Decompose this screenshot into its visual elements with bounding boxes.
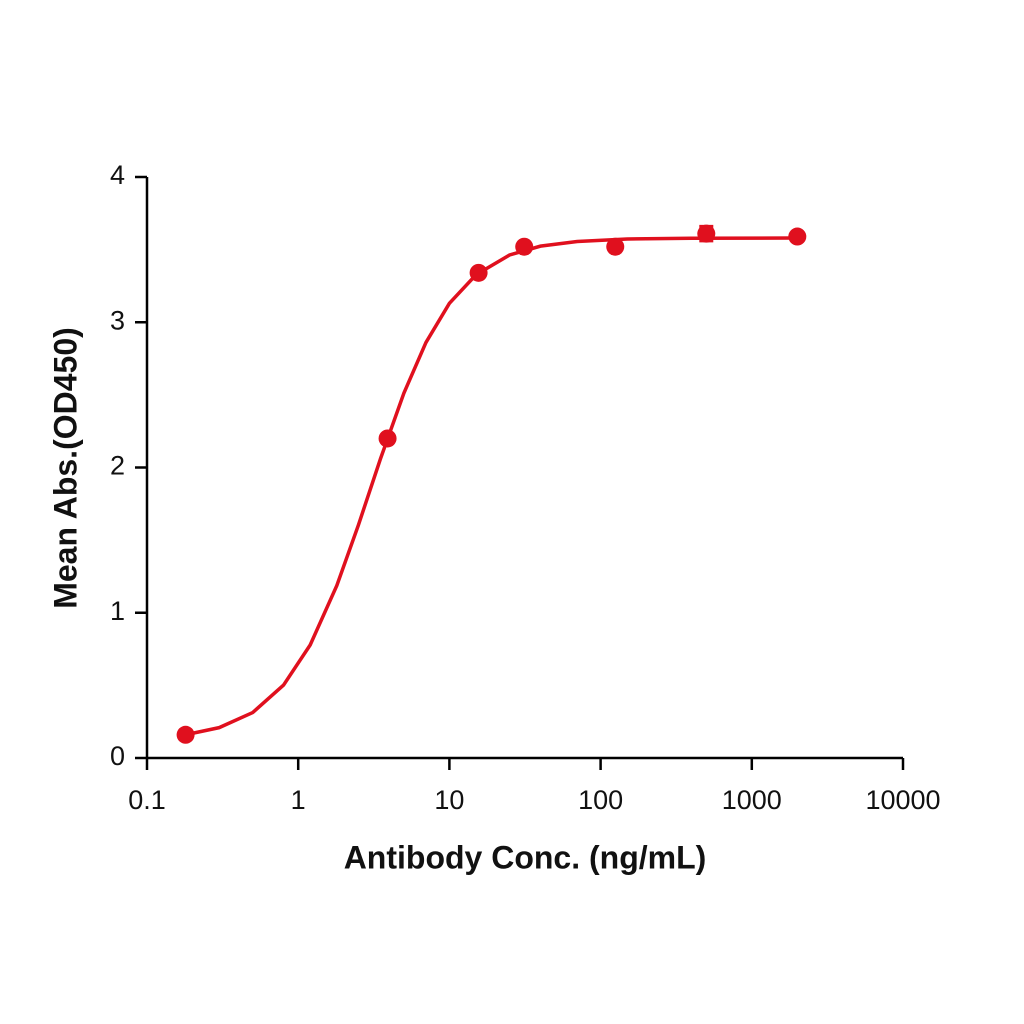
y-tick-label: 0 xyxy=(110,741,125,771)
data-point xyxy=(515,237,534,256)
x-axis-title: Antibody Conc. (ng/mL) xyxy=(344,839,707,875)
y-tick-label: 1 xyxy=(110,596,125,626)
x-tick-label: 100 xyxy=(578,785,623,815)
x-tick-label: 0.1 xyxy=(128,785,166,815)
y-tick-label: 3 xyxy=(110,305,125,335)
data-point xyxy=(697,224,716,243)
data-point xyxy=(788,227,807,246)
y-tick-label: 4 xyxy=(110,160,125,190)
x-tick-label: 1000 xyxy=(722,785,782,815)
data-point xyxy=(606,237,625,256)
x-tick-label: 1 xyxy=(291,785,306,815)
x-tick-label: 10 xyxy=(434,785,464,815)
y-axis-title: Mean Abs.(OD450) xyxy=(47,327,83,609)
data-point xyxy=(378,429,397,448)
x-tick-label: 10000 xyxy=(865,785,940,815)
data-point xyxy=(176,725,195,744)
data-point xyxy=(469,263,488,282)
fit-curve xyxy=(185,236,798,737)
y-tick-label: 2 xyxy=(110,451,125,481)
